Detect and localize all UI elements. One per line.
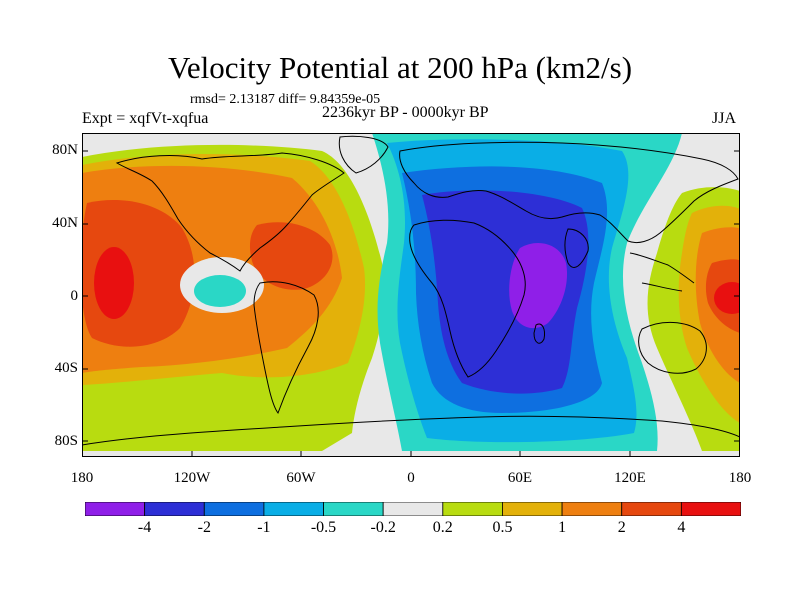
positive-anomaly-east bbox=[647, 133, 740, 451]
positive-anomaly-region bbox=[82, 144, 385, 452]
season-label: JJA bbox=[712, 110, 737, 127]
lat-label-80n: 80N bbox=[52, 142, 78, 158]
figure-title: Velocity Potential at 200 hPa (km2/s) bbox=[167, 50, 633, 85]
colorbar-swatch-5 bbox=[382, 502, 444, 516]
period-label: 2236kyr BP - 0000kyr BP bbox=[322, 104, 489, 121]
colorbar-label-2: -1 bbox=[257, 519, 271, 536]
experiment-label: Expt = xqfVt-xqfua bbox=[82, 110, 209, 127]
colorbar-label-0: -4 bbox=[137, 519, 152, 536]
lon-label-60w: 60W bbox=[286, 470, 316, 486]
lat-label-40s: 40S bbox=[54, 360, 78, 376]
lat-label-40n: 40N bbox=[52, 215, 78, 231]
lat-label-80s: 80S bbox=[54, 433, 78, 449]
lon-label-180e: 180 bbox=[728, 470, 752, 486]
axis-ticks bbox=[82, 150, 740, 457]
colorbar-label-4: -0.2 bbox=[370, 519, 396, 536]
lat-label-0: 0 bbox=[70, 288, 79, 304]
lon-label-120w: 120W bbox=[173, 470, 211, 486]
colorbar-swatch-9 bbox=[621, 502, 682, 516]
colorbar-swatch-7 bbox=[502, 502, 563, 516]
lon-label-0: 0 bbox=[407, 470, 415, 486]
colorbar-swatch-6 bbox=[442, 502, 503, 516]
colorbar-label-7: 1 bbox=[558, 519, 567, 536]
colorbar-swatch-3 bbox=[263, 502, 324, 516]
colorbar bbox=[85, 502, 741, 516]
negative-anomaly-region bbox=[372, 133, 682, 451]
lon-label-60e: 60E bbox=[507, 470, 533, 486]
lon-label-120e: 120E bbox=[614, 470, 646, 486]
colorbar-label-9: 4 bbox=[677, 519, 686, 536]
colorbar-label-1: -2 bbox=[197, 519, 211, 536]
colorbar-swatch-2 bbox=[203, 502, 265, 516]
colorbar-swatch-4 bbox=[323, 502, 384, 516]
velocity-potential-map bbox=[82, 133, 740, 457]
stats-line: rmsd= 2.13187 diff= 9.84359e-05 bbox=[190, 92, 381, 107]
colorbar-swatch-10 bbox=[680, 502, 741, 516]
colorbar-label-5: 0.2 bbox=[432, 519, 453, 536]
colorbar-label-3: -0.5 bbox=[310, 519, 337, 536]
colorbar-label-8: 2 bbox=[617, 519, 626, 536]
coastlines bbox=[82, 135, 740, 446]
lon-label-180w: 180 bbox=[70, 470, 94, 486]
colorbar-label-6: 0.5 bbox=[492, 519, 513, 536]
colorbar-swatch-8 bbox=[561, 502, 623, 516]
colorbar-swatch-0 bbox=[85, 502, 146, 516]
colorbar-swatch-1 bbox=[144, 502, 205, 516]
